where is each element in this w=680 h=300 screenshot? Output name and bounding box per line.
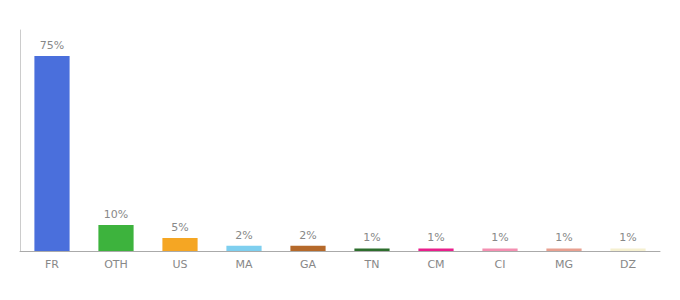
svg-text:5%: 5%: [171, 221, 188, 234]
svg-text:TN: TN: [364, 258, 380, 271]
svg-text:DZ: DZ: [620, 258, 636, 271]
svg-text:10%: 10%: [104, 208, 128, 221]
svg-text:MA: MA: [235, 258, 252, 271]
svg-text:FR: FR: [45, 258, 59, 271]
svg-text:75%: 75%: [40, 39, 64, 52]
svg-text:OTH: OTH: [104, 258, 128, 271]
svg-text:MG: MG: [555, 258, 573, 271]
svg-text:1%: 1%: [555, 231, 572, 244]
svg-text:CI: CI: [495, 258, 506, 271]
svg-text:2%: 2%: [235, 229, 252, 242]
svg-text:US: US: [172, 258, 187, 271]
svg-text:2%: 2%: [299, 229, 316, 242]
svg-text:1%: 1%: [363, 231, 380, 244]
svg-text:CM: CM: [427, 258, 444, 271]
svg-text:1%: 1%: [619, 231, 636, 244]
svg-text:1%: 1%: [491, 231, 508, 244]
svg-text:1%: 1%: [427, 231, 444, 244]
svg-text:GA: GA: [300, 258, 317, 271]
